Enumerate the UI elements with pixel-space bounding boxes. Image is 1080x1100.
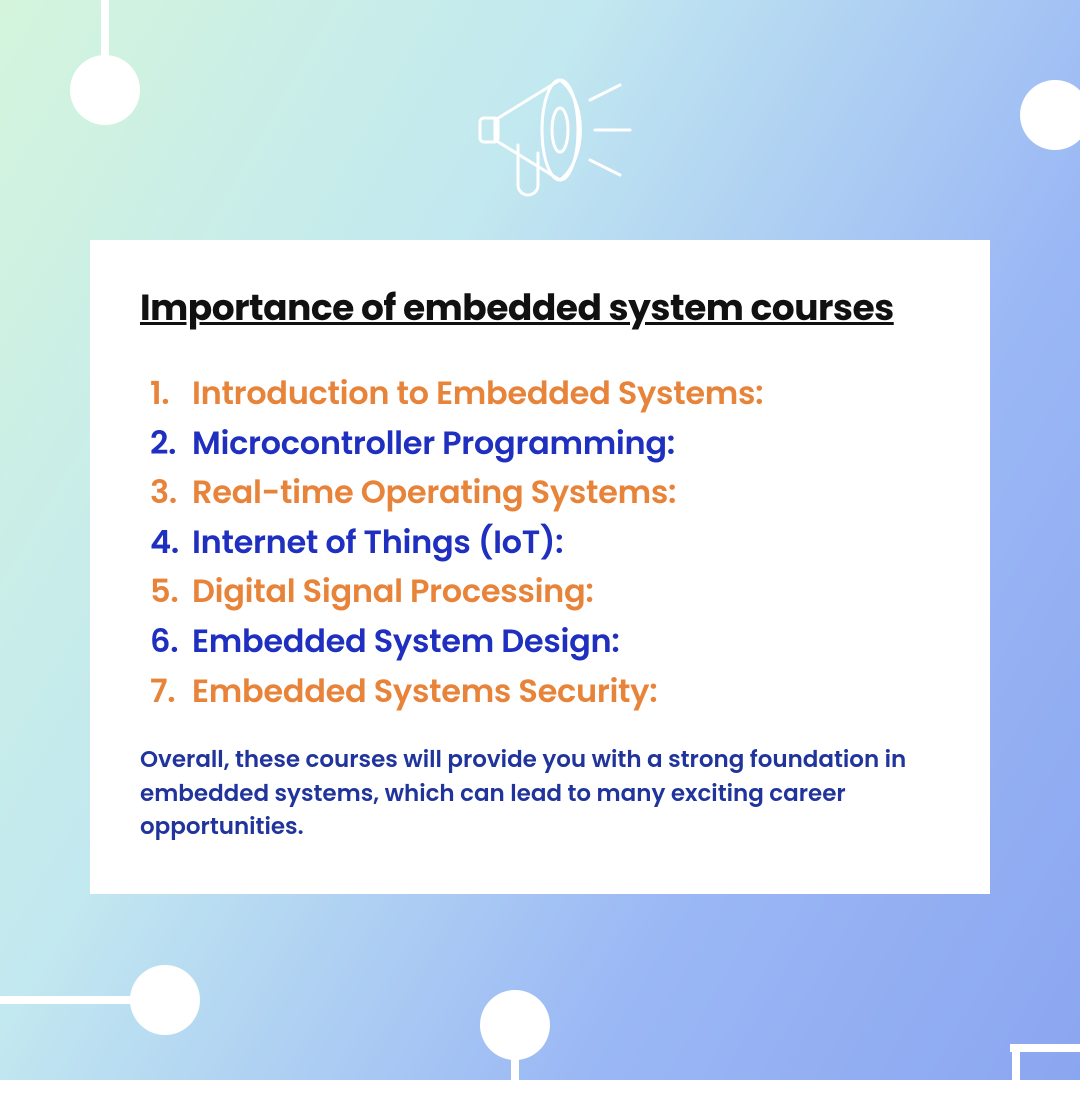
list-item-text: Embedded System Design:: [192, 619, 619, 664]
list-item: Introduction to Embedded Systems:: [150, 369, 940, 419]
course-list: Introduction to Embedded Systems: Microc…: [150, 369, 940, 716]
decoration-dot: [70, 55, 140, 125]
list-item: Embedded Systems Security:: [150, 667, 940, 717]
list-item-text: Real-time Operating Systems:: [192, 470, 676, 515]
decoration-line: [0, 996, 140, 1004]
list-item: Embedded System Design:: [150, 617, 940, 667]
megaphone-icon: [440, 45, 640, 215]
decoration-dot: [130, 965, 200, 1035]
list-item: Microcontroller Programming:: [150, 419, 940, 469]
list-item: Digital Signal Processing:: [150, 567, 940, 617]
decoration-line: [1012, 1050, 1020, 1100]
list-item-text: Embedded Systems Security:: [192, 669, 657, 714]
list-item: Internet of Things (IoT):: [150, 518, 940, 568]
list-item-text: Internet of Things (IoT):: [192, 520, 563, 565]
list-item-text: Introduction to Embedded Systems:: [192, 371, 763, 416]
list-item-text: Microcontroller Programming:: [192, 421, 675, 466]
decoration-line: [101, 0, 109, 60]
card-footer: Overall, these courses will provide you …: [140, 744, 940, 844]
content-card: Importance of embedded system courses In…: [90, 240, 990, 894]
list-item-text: Digital Signal Processing:: [192, 569, 594, 614]
card-title: Importance of embedded system courses: [140, 280, 940, 335]
decoration-dot: [480, 990, 550, 1060]
list-item: Real-time Operating Systems:: [150, 468, 940, 518]
decoration-line: [1010, 1044, 1080, 1052]
